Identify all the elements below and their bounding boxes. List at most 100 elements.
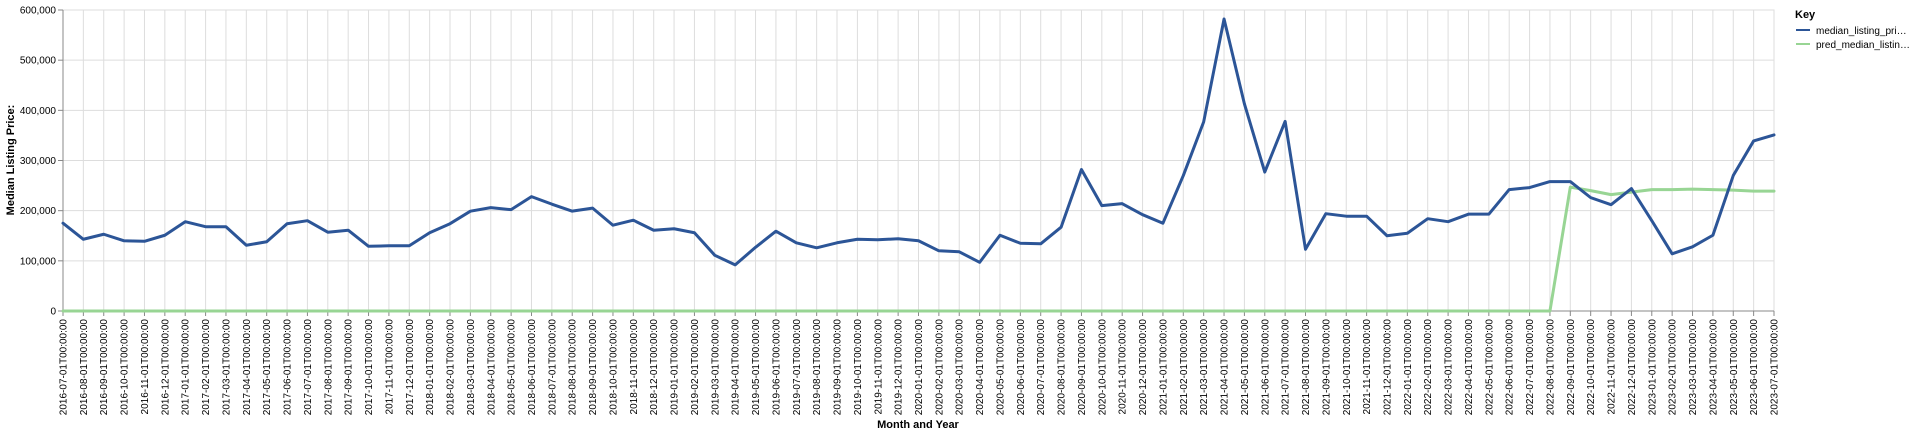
x-tick-label: 2020-09-01T00:00:00 [1077, 319, 1088, 416]
x-axis: 2016-07-01T00:00:00 2016-08-01T00:00:00 20… [59, 310, 1781, 416]
legend-entry-1: pred_median_listin… [1816, 40, 1910, 51]
x-tick-label: 2017-03-01T00:00:00 [221, 319, 232, 416]
series-line-0 [61, 17, 1776, 267]
x-tick-label: 2020-01-01T00:00:00 [914, 319, 925, 416]
x-tick-label: 2022-02-01T00:00:00 [1423, 319, 1434, 416]
x-tick-label: 2021-08-01T00:00:00 [1301, 319, 1312, 416]
x-tick-label: 2016-12-01T00:00:00 [160, 319, 171, 416]
x-tick-label: 2017-10-01T00:00:00 [364, 319, 375, 416]
x-tick-label: 2017-07-01T00:00:00 [303, 319, 314, 416]
x-tick-label: 2020-03-01T00:00:00 [955, 319, 966, 416]
grid [62, 9, 1775, 312]
x-tick-label: 2022-03-01T00:00:00 [1444, 319, 1455, 416]
x-tick-label: 2019-09-01T00:00:00 [833, 319, 844, 416]
x-tick-label: 2018-04-01T00:00:00 [486, 319, 497, 416]
y-tick-label: 600,000 [20, 6, 57, 17]
x-tick-label: 2018-03-01T00:00:00 [466, 319, 477, 416]
x-tick-label: 2020-04-01T00:00:00 [975, 319, 986, 416]
x-tick-label: 2018-10-01T00:00:00 [608, 319, 619, 416]
x-tick-label: 2018-09-01T00:00:00 [588, 319, 599, 416]
x-tick-label: 2022-05-01T00:00:00 [1484, 319, 1495, 416]
x-tick-label: 2022-08-01T00:00:00 [1545, 319, 1556, 416]
x-tick-label: 2023-02-01T00:00:00 [1668, 319, 1679, 416]
x-tick-label: 2022-10-01T00:00:00 [1586, 319, 1597, 416]
legend: Key median_listing_pri… pred_median_list… [1795, 9, 1910, 51]
x-tick-label: 2017-11-01T00:00:00 [384, 319, 395, 415]
legend-title: Key [1795, 9, 1816, 21]
x-tick-label: 2019-02-01T00:00:00 [690, 319, 701, 416]
x-tick-label: 2019-12-01T00:00:00 [894, 319, 905, 416]
x-tick-label: 2020-12-01T00:00:00 [1138, 319, 1149, 416]
x-tick-label: 2019-01-01T00:00:00 [670, 319, 681, 416]
x-tick-label: 2017-05-01T00:00:00 [262, 319, 273, 416]
y-tick-label: 200,000 [20, 206, 57, 217]
x-tick-label: 2017-01-01T00:00:00 [181, 319, 192, 416]
x-tick-label: 2020-06-01T00:00:00 [1016, 319, 1027, 416]
x-tick-label: 2022-06-01T00:00:00 [1505, 319, 1516, 416]
x-tick-label: 2023-06-01T00:00:00 [1749, 319, 1760, 416]
x-tick-label: 2022-11-01T00:00:00 [1607, 319, 1618, 415]
x-tick-label: 2018-07-01T00:00:00 [547, 319, 558, 416]
series-line-1 [61, 185, 1776, 313]
x-tick-label: 2019-04-01T00:00:00 [731, 319, 742, 416]
x-tick-label: 2016-07-01T00:00:00 [59, 319, 70, 416]
x-tick-label: 2020-08-01T00:00:00 [1057, 319, 1068, 416]
x-tick-label: 2020-07-01T00:00:00 [1036, 319, 1047, 416]
x-tick-label: 2019-07-01T00:00:00 [792, 319, 803, 416]
x-axis-title: Month and Year [877, 419, 959, 431]
x-tick-label: 2023-05-01T00:00:00 [1729, 319, 1740, 416]
x-tick-label: 2017-09-01T00:00:00 [344, 319, 355, 416]
x-tick-label: 2021-02-01T00:00:00 [1179, 319, 1190, 416]
x-tick-label: 2019-05-01T00:00:00 [751, 319, 762, 416]
x-tick-label: 2020-05-01T00:00:00 [995, 319, 1006, 416]
y-axis: 0 100,000 200,000 300,000 400,000 500,000 600,… [20, 6, 64, 318]
x-tick-label: 2021-12-01T00:00:00 [1382, 319, 1393, 416]
x-tick-label: 2019-11-01T00:00:00 [873, 319, 884, 415]
y-axis-title: Median Listing Price: [5, 105, 17, 216]
x-tick-label: 2017-04-01T00:00:00 [242, 319, 253, 416]
x-tick-label: 2021-06-01T00:00:00 [1260, 319, 1271, 416]
x-tick-label: 2023-07-01T00:00:00 [1770, 319, 1781, 416]
x-tick-label: 2022-07-01T00:00:00 [1525, 319, 1536, 416]
x-tick-label: 2022-09-01T00:00:00 [1566, 319, 1577, 416]
x-tick-label: 2016-09-01T00:00:00 [99, 319, 110, 416]
legend-entry-0: median_listing_pri… [1816, 26, 1907, 37]
y-tick-label: 100,000 [20, 256, 57, 267]
y-tick-label: 500,000 [20, 56, 57, 67]
x-tick-label: 2021-10-01T00:00:00 [1342, 319, 1353, 416]
x-tick-label: 2020-11-01T00:00:00 [1118, 319, 1129, 415]
x-tick-label: 2017-06-01T00:00:00 [283, 319, 294, 416]
x-tick-label: 2018-08-01T00:00:00 [568, 319, 579, 416]
x-tick-label: 2018-06-01T00:00:00 [527, 319, 538, 416]
y-tick-label: 300,000 [20, 156, 57, 167]
x-tick-label: 2022-04-01T00:00:00 [1464, 319, 1475, 416]
x-tick-label: 2018-11-01T00:00:00 [629, 319, 640, 415]
y-tick-label: 400,000 [20, 106, 57, 117]
x-tick-label: 2018-02-01T00:00:00 [446, 319, 457, 416]
x-tick-label: 2023-03-01T00:00:00 [1688, 319, 1699, 416]
x-tick-label: 2021-11-01T00:00:00 [1362, 319, 1373, 415]
x-tick-label: 2016-11-01T00:00:00 [140, 319, 151, 415]
x-tick-label: 2017-08-01T00:00:00 [323, 319, 334, 416]
x-tick-label: 2017-02-01T00:00:00 [201, 319, 212, 416]
x-tick-label: 2021-07-01T00:00:00 [1281, 319, 1292, 416]
x-tick-label: 2021-01-01T00:00:00 [1158, 319, 1169, 416]
x-tick-label: 2021-03-01T00:00:00 [1199, 319, 1210, 416]
x-tick-label: 2020-02-01T00:00:00 [934, 319, 945, 416]
x-tick-label: 2023-01-01T00:00:00 [1647, 319, 1658, 416]
x-tick-label: 2022-01-01T00:00:00 [1403, 319, 1414, 416]
x-tick-label: 2018-01-01T00:00:00 [425, 319, 436, 416]
x-tick-label: 2019-10-01T00:00:00 [853, 319, 864, 416]
y-tick-label: 0 [50, 307, 56, 318]
x-tick-label: 2019-06-01T00:00:00 [771, 319, 782, 416]
x-tick-label: 2016-10-01T00:00:00 [120, 319, 131, 416]
x-tick-label: 2017-12-01T00:00:00 [405, 319, 416, 416]
x-tick-label: 2019-08-01T00:00:00 [812, 319, 823, 416]
series-layer [61, 17, 1776, 313]
x-tick-label: 2021-05-01T00:00:00 [1240, 319, 1251, 416]
x-tick-label: 2018-12-01T00:00:00 [649, 319, 660, 416]
x-tick-label: 2021-09-01T00:00:00 [1321, 319, 1332, 416]
x-tick-label: 2019-03-01T00:00:00 [710, 319, 721, 416]
x-tick-label: 2023-04-01T00:00:00 [1708, 319, 1719, 416]
